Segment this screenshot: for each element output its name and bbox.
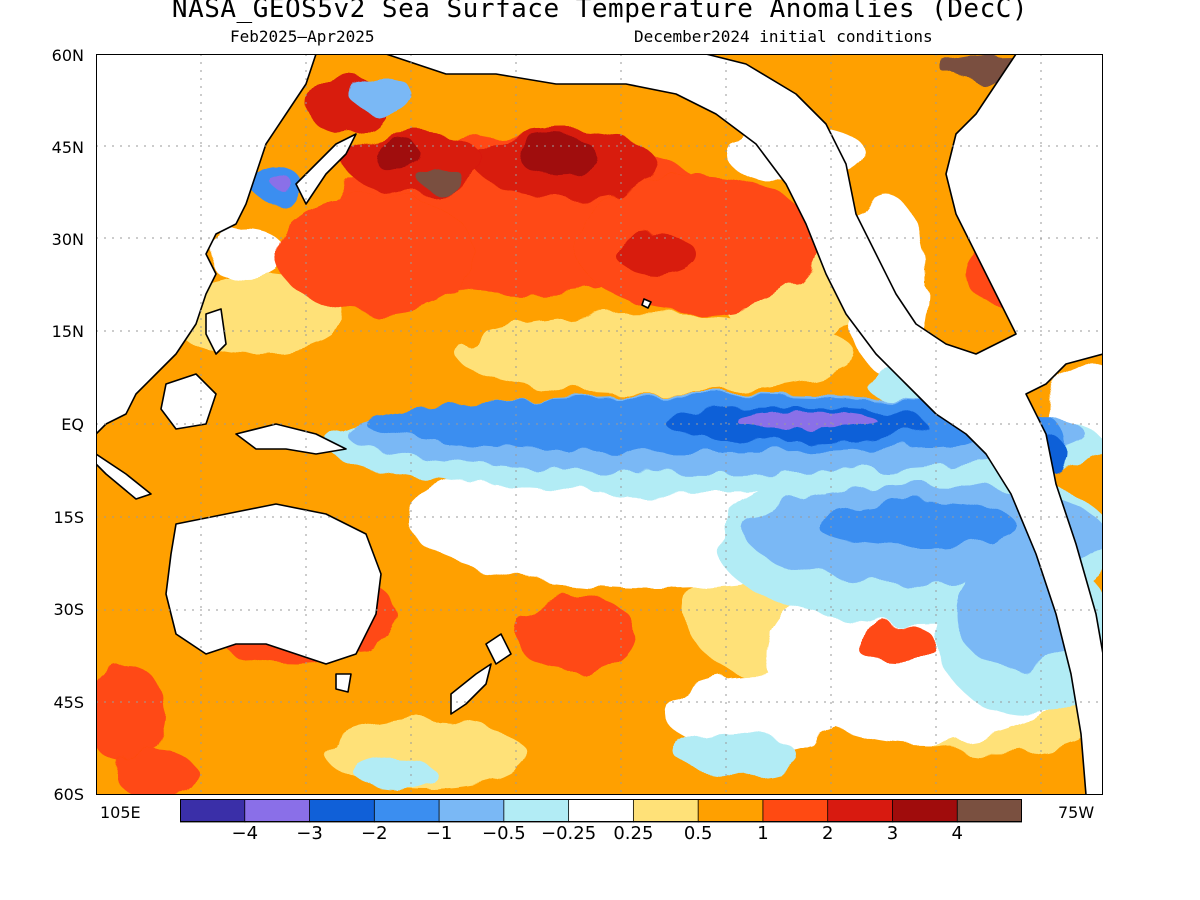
lat-label-15s: 15S [53, 508, 84, 527]
landmass-asia-north [96, 54, 317, 435]
lon-label-east: 75W [1058, 803, 1095, 822]
lon-label-west: 105E [100, 803, 141, 822]
landmass-tasmania [335, 673, 352, 693]
landmass-new-guinea [235, 423, 347, 455]
colorbar-swatch [632, 798, 700, 823]
landmasses [96, 54, 1103, 795]
colorbar-tick-label: −2 [361, 823, 388, 844]
graticule [96, 54, 1103, 795]
colorbar-tick-label: 2 [821, 823, 834, 844]
lat-label-15n: 15N [51, 322, 84, 341]
colorbar-tick-label: −0.25 [541, 823, 597, 844]
lat-label-30n: 30N [51, 230, 84, 249]
sst-anomaly-map [96, 54, 1103, 795]
colorbar-tick-label: 0.5 [683, 823, 713, 844]
colorbar-swatch [309, 798, 376, 823]
map-frame [96, 54, 1103, 795]
lat-label-45s: 45S [53, 693, 84, 712]
colorbar-tick-label: −3 [296, 823, 323, 844]
colorbar-swatch [827, 798, 894, 823]
lat-label-eq: EQ [61, 415, 84, 434]
colorbar-swatch [697, 798, 764, 823]
initial-conditions: December2024 initial conditions [634, 27, 933, 46]
colorbar-swatch [892, 798, 959, 823]
landmass-new-zealand-north [485, 633, 512, 665]
colorbar-tick-label: 1 [757, 823, 769, 844]
colorbar-tick-label: 3 [886, 823, 899, 844]
lat-label-45n: 45N [51, 138, 84, 157]
landmass-sumatra [96, 453, 152, 500]
landmass-borneo [160, 373, 217, 430]
colorbar-tick-label: −4 [231, 823, 259, 844]
colorbar [179, 798, 1023, 827]
colorbar-swatch [179, 798, 246, 823]
colorbar-swatch [762, 798, 829, 823]
lat-label-60s: 60S [53, 785, 84, 804]
lat-label-30s: 30S [53, 600, 84, 619]
landmass-alaska [385, 54, 1103, 795]
colorbar-swatch [956, 798, 1023, 823]
landmass-australia [165, 503, 382, 665]
colorbar-swatch [373, 798, 440, 823]
landmass-hawaii [641, 298, 652, 309]
anomaly-very-strong-negative [271, 175, 876, 430]
landmass-new-zealand-south [450, 663, 492, 715]
colorbar-tick-label: 0.25 [613, 823, 654, 844]
lat-label-60n: 60N [51, 46, 84, 65]
forecast-period: Feb2025–Apr2025 [230, 27, 375, 46]
colorbar-tick-label: −1 [425, 823, 453, 844]
map-title: NASA_GEOS5v2 Sea Surface Temperature Ano… [171, 0, 1029, 24]
colorbar-swatch [244, 798, 311, 823]
colorbar-swatch [568, 798, 635, 823]
colorbar-tick-label: 4 [951, 823, 963, 844]
colorbar-swatch [503, 798, 570, 823]
landmass-japan [295, 133, 357, 205]
colorbar-tick-label: −0.5 [481, 823, 526, 844]
colorbar-swatch [438, 798, 505, 823]
